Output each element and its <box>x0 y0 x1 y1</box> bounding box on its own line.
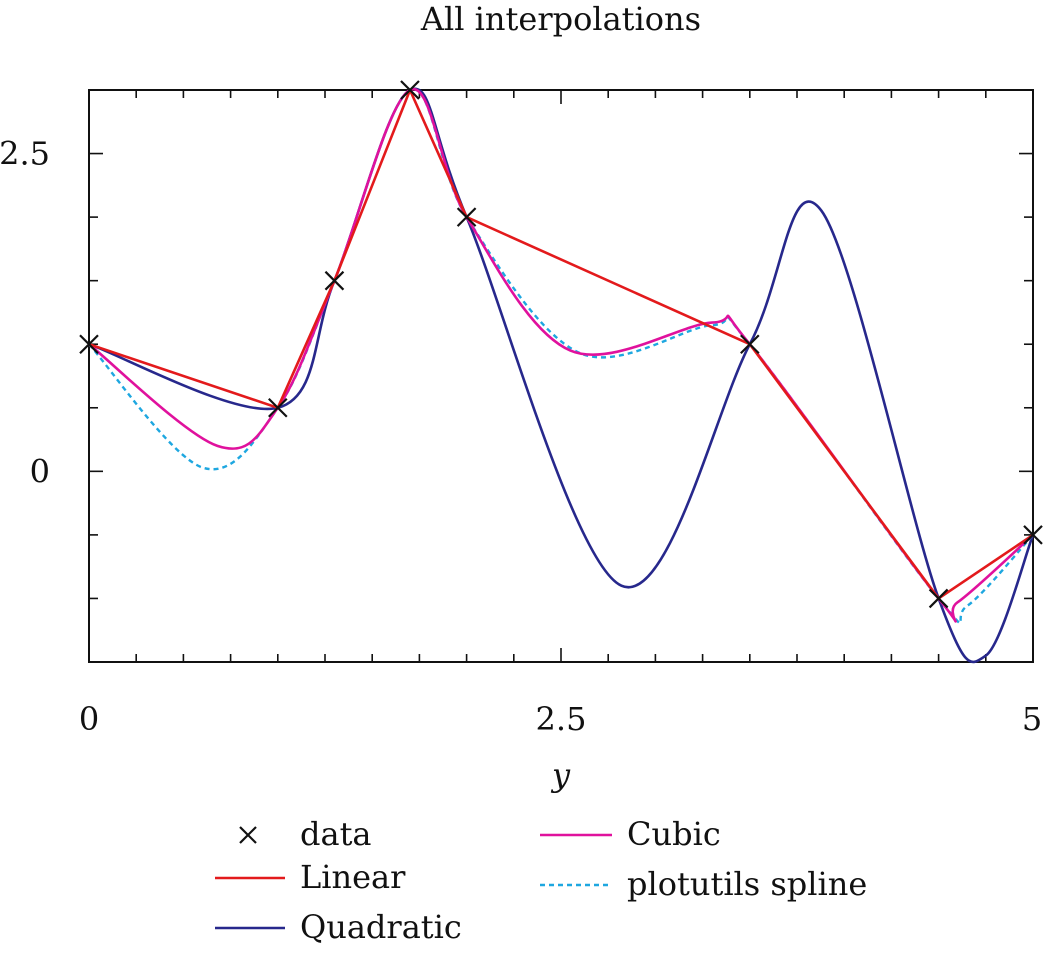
legend-item-quadratic: Quadratic <box>215 908 462 946</box>
legend-label: Quadratic <box>300 908 462 946</box>
legend-item-linear: Linear <box>215 858 406 896</box>
data-point-marker <box>79 334 99 355</box>
legend: data Linear Quadratic Cubic plotutils spline <box>215 815 867 946</box>
legend-swatch <box>239 826 257 844</box>
chart-title: All interpolations <box>420 0 701 38</box>
ticks-layer: 0 2.5 5 0 2.5 <box>0 89 1042 738</box>
series-line-plotutils-spline <box>88 88 1034 625</box>
data-point-marker <box>456 207 477 227</box>
data-point-marker <box>400 80 420 100</box>
x-tick-label: 2.5 <box>536 700 587 738</box>
plot-area-border <box>88 89 1034 663</box>
plot-frame <box>88 89 1034 663</box>
data-point-marker <box>324 270 345 291</box>
legend-label: Cubic <box>627 815 721 853</box>
x-axis-label: y <box>550 756 571 794</box>
series-line-cubic <box>88 87 1034 623</box>
series-line-linear <box>88 88 1034 600</box>
legend-label: Linear <box>300 858 406 896</box>
data-point-marker <box>928 588 949 609</box>
data-point-marker <box>268 397 288 418</box>
x-tick-label: 0 <box>79 700 99 738</box>
data-point-marker <box>740 334 760 355</box>
y-tick-label: 0 <box>30 452 50 490</box>
legend-item-data: data <box>239 815 372 853</box>
series-layer <box>88 87 1035 664</box>
legend-label: plotutils spline <box>627 865 867 903</box>
series-line-quadratic <box>88 87 1035 664</box>
data-point-marker <box>1023 525 1043 545</box>
markers-layer <box>79 80 1043 609</box>
legend-item-plotutils-spline: plotutils spline <box>540 865 867 903</box>
legend-item-cubic: Cubic <box>540 815 721 853</box>
x-tick-label: 5 <box>1022 700 1042 738</box>
legend-label: data <box>300 815 372 853</box>
y-tick-label: 2.5 <box>0 135 50 173</box>
